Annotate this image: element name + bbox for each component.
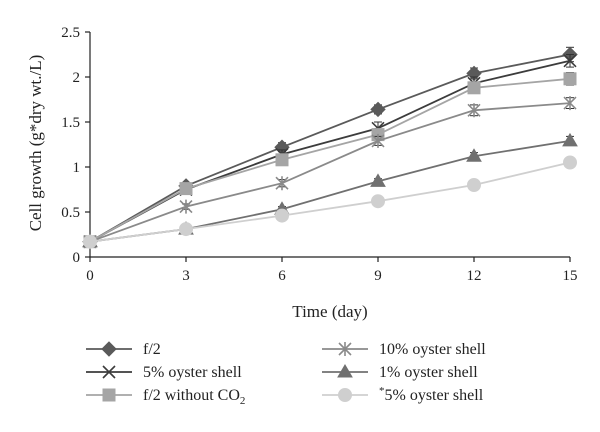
x-tick-label: 9: [374, 268, 382, 284]
series-line: [89, 53, 571, 243]
legend: f/2 5% oyster shell f/2 without CO2 10% oys…: [86, 341, 486, 407]
data-point: [563, 96, 577, 111]
data-point: [370, 173, 386, 187]
data-point: [467, 103, 481, 118]
data-point: [563, 72, 577, 86]
data-point: [179, 199, 193, 214]
data-point: [467, 178, 481, 192]
series-6: [83, 155, 577, 249]
data-point: [371, 133, 385, 148]
legend-marker: [101, 341, 117, 357]
series-4: [83, 96, 577, 249]
data-point: [275, 208, 289, 223]
data-point: [370, 101, 386, 118]
legend-label: f/2: [143, 341, 161, 358]
x-axis-ticks: 0 3 6 9 12 15: [86, 257, 578, 284]
data-point: [275, 176, 289, 191]
series-line: [89, 161, 571, 243]
legend-label: 1% oyster shell: [379, 364, 478, 381]
legend-label: f/2 without CO2: [143, 387, 245, 407]
legend-item: f/2: [86, 341, 161, 358]
legend-label: *5% oyster shell: [379, 385, 484, 404]
data-point: [371, 194, 385, 209]
legend-marker: [338, 342, 352, 356]
x-tick-label: 6: [278, 268, 286, 284]
series-layer: [82, 46, 578, 250]
series-line: [89, 140, 571, 243]
y-tick-label: 0.5: [61, 205, 80, 221]
x-tick-label: 3: [182, 268, 190, 284]
x-tick-label: 15: [563, 268, 578, 284]
legend-label: 5% oyster shell: [143, 364, 242, 381]
x-tick-label: 12: [467, 268, 482, 284]
legend-marker: [102, 365, 116, 379]
legend-item: 10% oyster shell: [322, 341, 486, 358]
y-tick-label: 2.5: [61, 25, 80, 41]
data-point: [467, 81, 481, 95]
data-point: [562, 132, 578, 147]
series-line: [89, 77, 571, 243]
data-point: [179, 222, 193, 237]
data-point: [275, 153, 289, 167]
series-5: [82, 132, 578, 248]
legend-label: 10% oyster shell: [379, 341, 486, 358]
series-3: [83, 72, 577, 249]
legend-item: 1% oyster shell: [322, 364, 478, 381]
plot-area: 0 0.5 1 1.5 2 2.5 0 3 6 9 12 15: [61, 25, 578, 284]
series-line: [89, 102, 571, 243]
data-point: [563, 54, 577, 68]
legend-item: *5% oyster shell: [322, 385, 484, 404]
data-point: [563, 155, 577, 170]
x-tick-label: 0: [86, 268, 94, 284]
y-tick-label: 2: [73, 70, 81, 86]
data-point: [83, 234, 97, 249]
legend-item: 5% oyster shell: [86, 364, 242, 381]
y-tick-label: 1.5: [61, 115, 80, 131]
legend-marker: [102, 388, 116, 402]
y-axis-ticks: 0 0.5 1 1.5 2 2.5: [61, 25, 90, 266]
data-point: [179, 182, 193, 196]
y-tick-label: 1: [73, 160, 81, 176]
x-axis-title: Time (day): [292, 302, 367, 321]
legend-marker: [338, 388, 352, 402]
legend-marker: [337, 364, 353, 378]
y-tick-label: 0: [73, 250, 81, 266]
y-axis-title: Cell growth (g*dry wt./L): [26, 55, 45, 232]
legend-item: f/2 without CO2: [86, 387, 245, 407]
data-point: [466, 148, 482, 162]
